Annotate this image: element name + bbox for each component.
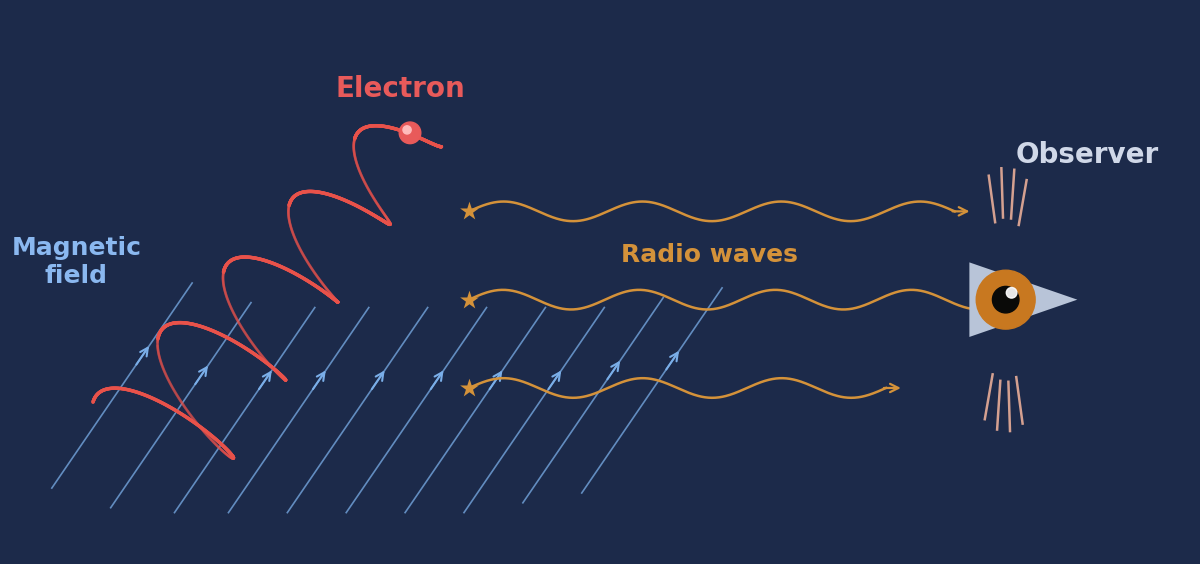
Circle shape	[400, 122, 421, 144]
Circle shape	[977, 270, 1036, 329]
Point	[460, 295, 479, 304]
Text: Radio waves: Radio waves	[620, 243, 798, 267]
Text: Magnetic
field: Magnetic field	[11, 236, 142, 288]
Point	[460, 207, 479, 216]
Text: Observer: Observer	[1015, 141, 1159, 169]
Circle shape	[992, 287, 1019, 313]
Circle shape	[403, 126, 412, 134]
Polygon shape	[970, 262, 1078, 337]
Point	[460, 384, 479, 393]
Circle shape	[1007, 288, 1016, 298]
Text: Electron: Electron	[335, 76, 466, 103]
